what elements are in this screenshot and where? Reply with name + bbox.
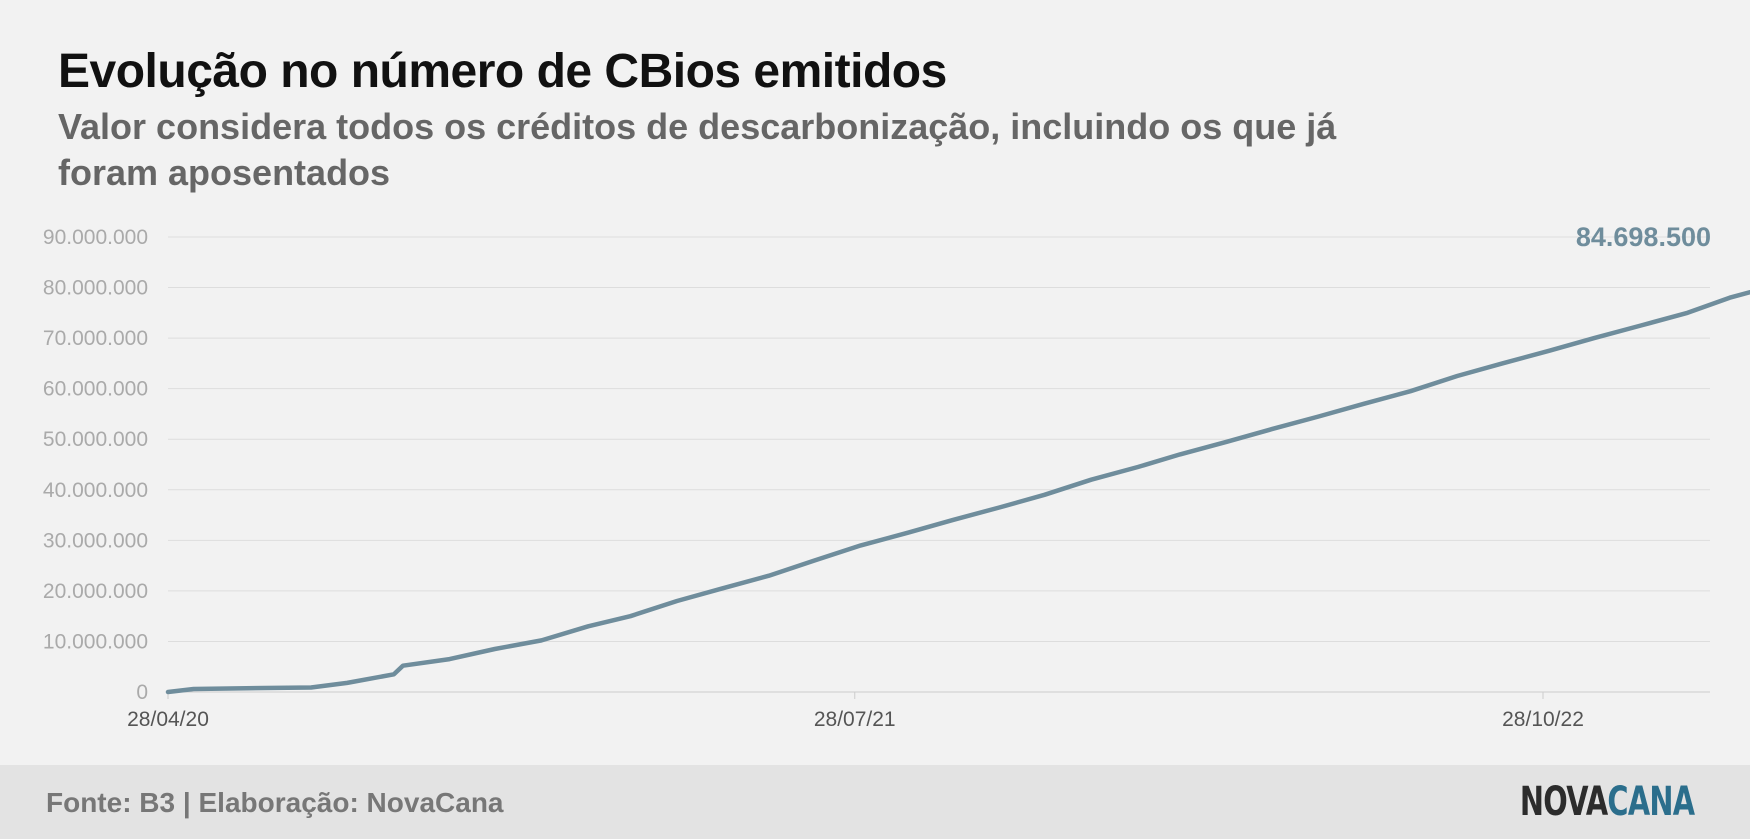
logo-part-nova: NOVA — [1519, 779, 1608, 825]
y-axis-tick-labels: 0 10.000.000 20.000.000 30.000.000 40.000.00… — [43, 226, 148, 704]
y-tick-label: 70.000.000 — [43, 327, 148, 350]
y-tick-label: 50.000.000 — [43, 428, 148, 451]
source-credit: Fonte: B3 | Elaboração: NovaCana — [46, 787, 504, 818]
y-tick-label: 40.000.000 — [43, 479, 148, 502]
series-line-cbios — [165, 289, 1750, 695]
y-tick-label: 20.000.000 — [43, 580, 148, 603]
y-tick-label: 80.000.000 — [43, 277, 148, 300]
logo-part-cana: CANA — [1607, 779, 1695, 825]
novacana-logo: NOVACANA — [1519, 779, 1695, 825]
grid-lines — [168, 236, 1710, 693]
chart-subtitle: Valor considera todos os créditos de des… — [58, 106, 1337, 193]
y-tick-label: 60.000.000 — [43, 378, 148, 401]
data-labels: 84.698.500 — [1576, 222, 1711, 252]
chart-title: Evolução no número de CBios emitidos — [58, 45, 947, 98]
y-tick-label: 30.000.000 — [43, 529, 148, 552]
y-tick-label: 10.000.000 — [43, 630, 148, 653]
y-tick-label: 0 — [136, 681, 148, 704]
x-axis-ticks: 28/04/20 28/07/21 28/10/22 — [127, 692, 1584, 731]
series-layer — [165, 289, 1750, 695]
x-tick-label: 28/10/22 — [1502, 708, 1584, 731]
line-chart: 0 10.000.000 20.000.000 30.000.000 40.000.00… — [43, 222, 1750, 731]
x-tick-label: 28/04/20 — [127, 708, 209, 731]
end-value-label: 84.698.500 — [1576, 222, 1711, 252]
y-tick-label: 90.000.000 — [43, 226, 148, 249]
x-tick-label: 28/07/21 — [814, 708, 896, 731]
footer-bar: Fonte: B3 | Elaboração: NovaCana NOVACAN… — [0, 765, 1750, 839]
